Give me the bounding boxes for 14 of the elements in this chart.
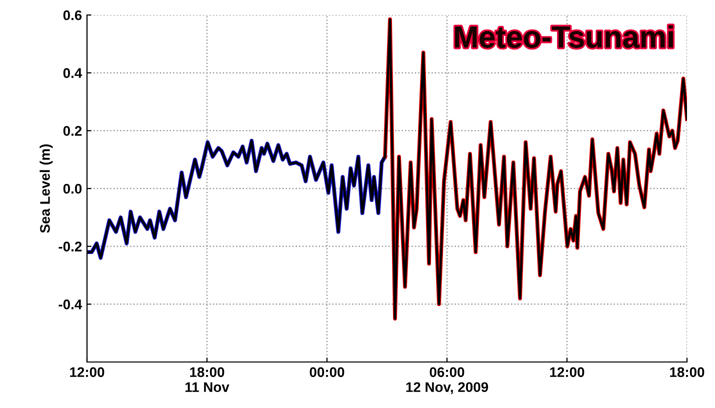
x-tick-label: 18:00 bbox=[670, 367, 704, 378]
x-tick-label: 06:00 12 Nov, 2009 bbox=[406, 367, 488, 394]
y-tick-label: -0.4 bbox=[58, 300, 82, 310]
x-tick-label: 12:00 bbox=[550, 367, 584, 378]
y-tick-label: -0.2 bbox=[58, 242, 82, 252]
y-tick-label: 0.0 bbox=[63, 184, 82, 194]
y-tick-label: 0.4 bbox=[63, 68, 82, 78]
annotation: Meteo-Tsunami bbox=[455, 25, 673, 48]
x-tick-label: 18:00 11 Nov bbox=[185, 367, 230, 392]
y-tick-label: 0.2 bbox=[63, 126, 82, 136]
x-tick-label: 12:00 bbox=[70, 367, 104, 378]
y-axis-title: Sea Level (m) bbox=[40, 144, 53, 233]
y-tick-label: 0.6 bbox=[63, 10, 82, 20]
x-tick-label: 00:00 bbox=[310, 367, 344, 378]
